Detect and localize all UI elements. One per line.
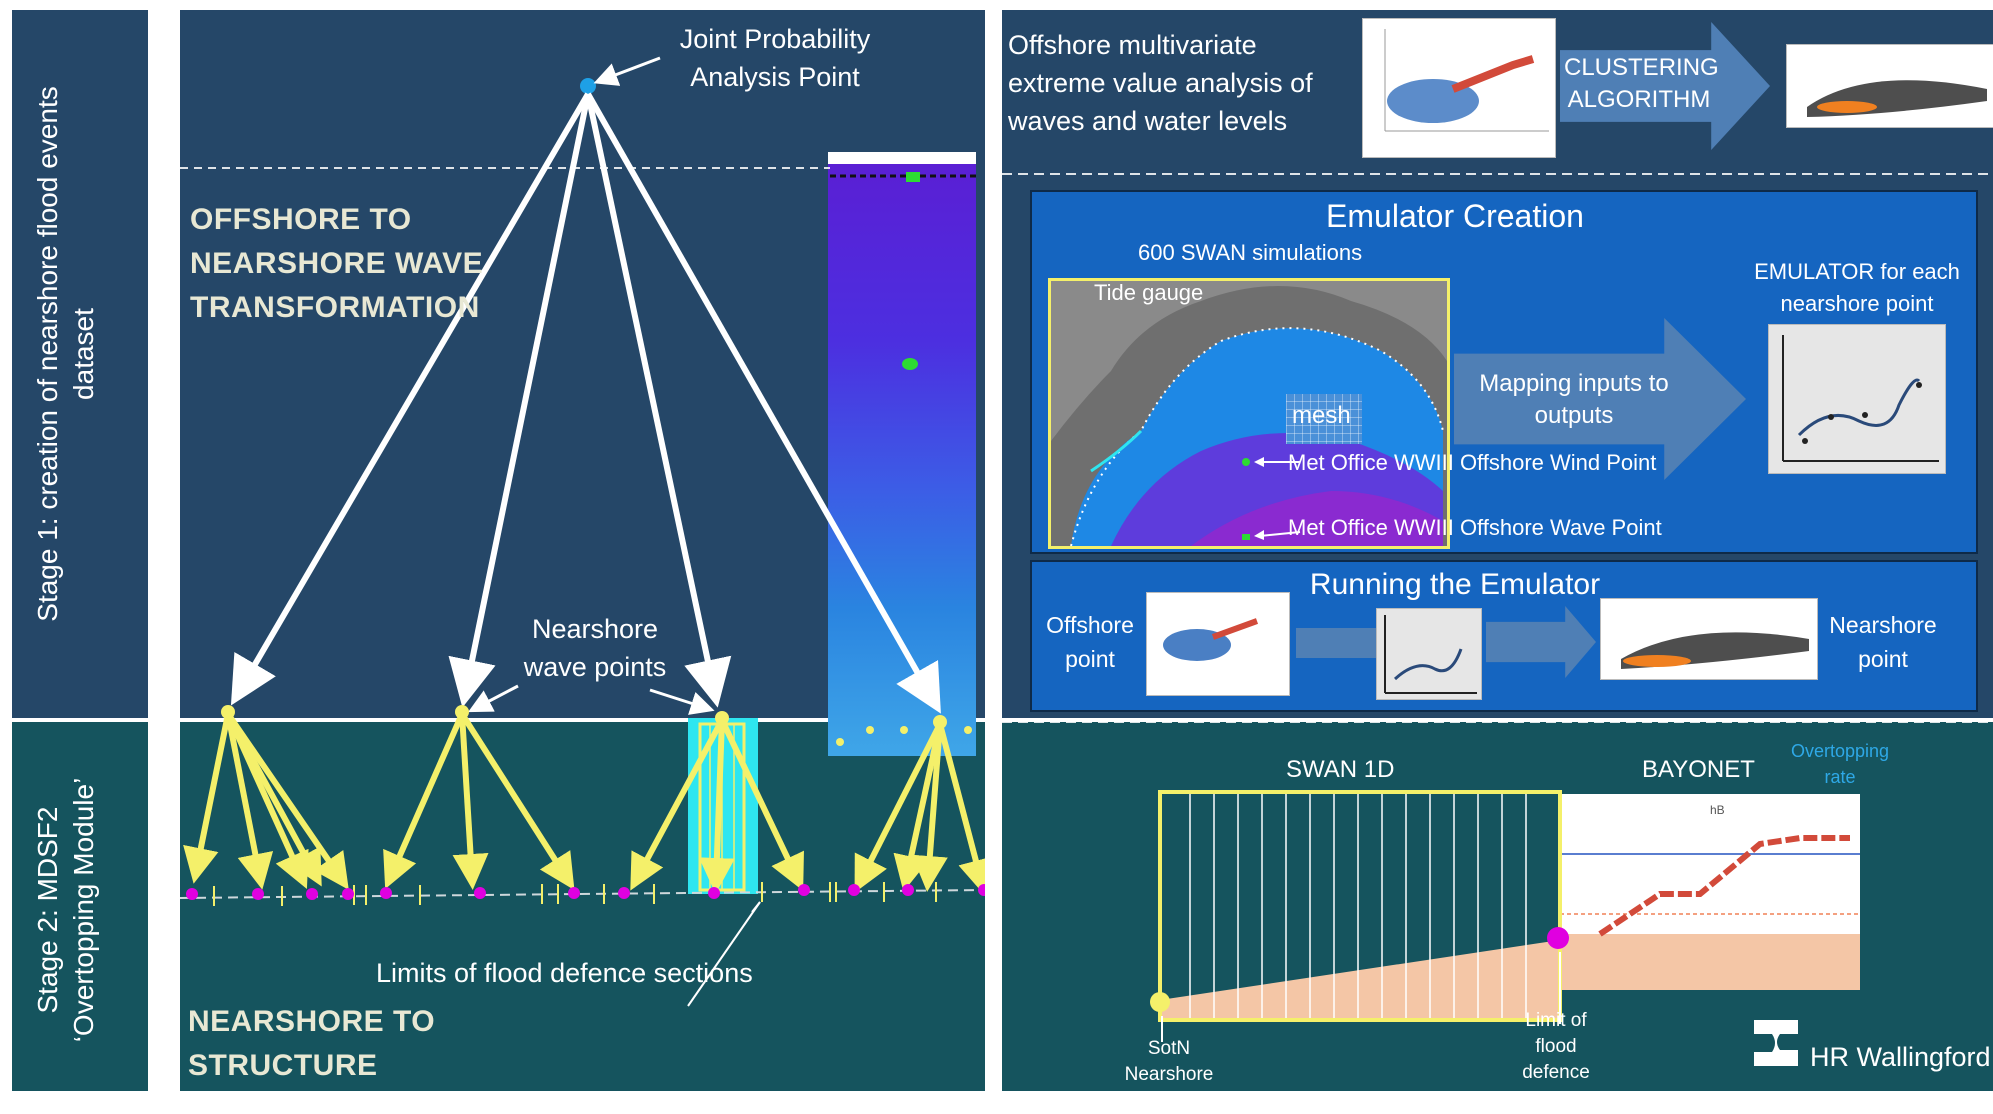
svg-text:hB: hB xyxy=(1710,803,1725,817)
map-markers xyxy=(1242,457,1301,540)
stage2-label-panel xyxy=(12,722,148,1091)
offshore-scatter xyxy=(1146,592,1290,696)
sotn-label: SotN Nearshore wave point xyxy=(1123,1038,1215,1111)
mesh-label: mesh xyxy=(1292,402,1351,429)
limit-label: Limit of flood defence xyxy=(1522,1010,1590,1083)
nearshore-structure-panel xyxy=(180,722,985,1091)
cluster-thumbnail xyxy=(1786,44,1993,128)
bayonet-label: BAYONET xyxy=(1642,756,1755,783)
offshore-point-label: Offshore point xyxy=(1046,612,1134,672)
emulator-title: Emulator Creation xyxy=(1326,198,1584,234)
scatter-thumbnail xyxy=(1362,18,1556,158)
clustering-label: CLUSTERING ALGORITHM xyxy=(1564,54,1719,113)
swan1d-label: SWAN 1D xyxy=(1286,756,1395,783)
swan1d-diagram xyxy=(1150,790,1569,1042)
swan-map xyxy=(1048,278,1450,549)
wind-point-label: Met Office WWIII Offshore Wind Point xyxy=(1288,450,1657,475)
jpa-label: Joint Probability Analysis Point xyxy=(679,24,871,92)
nearshore-scatter xyxy=(1600,598,1818,680)
mapping-label: Mapping inputs to outputs xyxy=(1479,370,1669,429)
mesh-box xyxy=(1286,394,1362,444)
stage1-label: Stage 1: creation of nearshore flood eve… xyxy=(32,86,99,622)
brand-logo-icon xyxy=(1746,1012,1806,1074)
running-curve xyxy=(1376,608,1482,700)
bathymetry-strip xyxy=(828,152,976,756)
multivariate-label: Offshore multivariate extreme value anal… xyxy=(1008,30,1313,136)
offshore-caption: OFFSHORE TO NEARSHORE WAVE TRANSFORMATIO… xyxy=(190,203,484,324)
right-separators xyxy=(1002,173,1993,723)
tide-gauge-label: Tide gauge xyxy=(1094,280,1204,305)
nearshore-point-label: Nearshore point xyxy=(1829,612,1937,672)
swan-label: 600 SWAN simulations xyxy=(1138,240,1363,265)
bayonet-diagram: hB xyxy=(1560,794,1860,990)
running-title: Running the Emulator xyxy=(1309,568,1601,601)
nearshore-points-label: Nearshore wave points xyxy=(523,614,667,682)
overtopping-label: Overtopping rate xyxy=(1790,741,1890,787)
left-diagram xyxy=(180,56,985,1007)
brand-label: HR Wallingford xyxy=(1810,1042,1991,1072)
stage1-label-panel xyxy=(12,10,148,718)
nearshore-caption: NEARSHORE TO STRUCTURE xyxy=(188,1005,436,1082)
stage2-label: Stage 2: MDSF2 ‘Overtopping Module’ xyxy=(32,777,99,1043)
wave-point-label: Met Office WWIII Offshore Wave Point xyxy=(1288,515,1662,540)
emulator-curve xyxy=(1768,324,1946,474)
running-arrow-1 xyxy=(1296,628,1376,658)
limits-label: Limits of flood defence sections xyxy=(376,958,753,988)
emulator-label: EMULATOR for each nearshore point xyxy=(1754,259,1960,316)
